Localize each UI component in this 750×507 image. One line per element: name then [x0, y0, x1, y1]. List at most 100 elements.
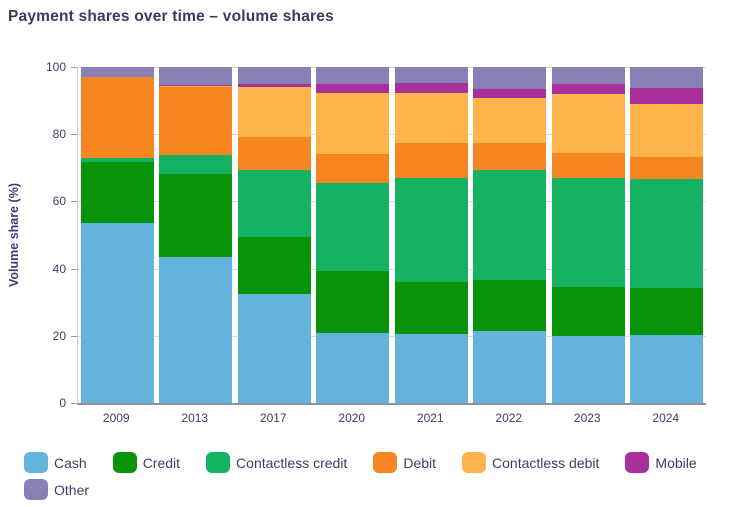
x-tick-label-2023: 2023: [573, 411, 601, 425]
bar-segment-mobile-2017: [237, 84, 311, 87]
stacked-bar-chart: Volume share (%) 0 20 40 60 80 100 2009 2013 201…: [7, 60, 706, 425]
bar-segment-contactless-debit-2020: [316, 93, 390, 155]
bar-segment-other-2021: [394, 67, 468, 84]
bar-segment-contactless-credit-2023: [551, 177, 625, 287]
bar-segment-debit-2022: [473, 142, 547, 170]
bar-segment-debit-2013: [159, 87, 233, 155]
x-tick-label-2017: 2017: [259, 411, 287, 425]
bar-segment-other-2020: [316, 67, 390, 85]
plot-area: [77, 67, 706, 405]
bar-segment-mobile-2021: [394, 83, 468, 94]
bar-segment-cash-2009: [80, 223, 154, 403]
legend-swatch-credit: [112, 452, 137, 473]
bar-segment-mobile-2013: [159, 85, 233, 86]
bar-segment-contactless-credit-2020: [316, 183, 390, 271]
legend-item-mobile: Mobile: [625, 452, 697, 473]
bar-segment-debit-2020: [316, 154, 390, 184]
bar-segment-debit-2009: [80, 77, 154, 159]
y-tick-mark-60: [71, 201, 77, 203]
bar-segment-other-2017: [237, 67, 311, 85]
bar-segment-contactless-credit-2024: [630, 179, 704, 289]
x-tick-label-2021: 2021: [416, 411, 444, 425]
y-tick-mark-40: [71, 268, 77, 270]
legend-label-other: Other: [54, 481, 90, 498]
bar-2013: [159, 67, 233, 403]
legend-label-contactless-credit: Contactless credit: [236, 454, 348, 471]
legend-swatch-contactless-debit: [462, 452, 487, 473]
gridline-20: [78, 335, 706, 337]
bar-2009: [80, 67, 154, 403]
bar-2017: [237, 67, 311, 403]
gridline-40: [78, 268, 706, 270]
bar-segment-contactless-debit-2023: [551, 93, 625, 154]
x-tick-label-2009: 2009: [102, 411, 130, 425]
bar-segment-contactless-debit-2013: [159, 85, 233, 88]
y-axis-title: Volume share (%): [7, 183, 21, 287]
y-tick-label-40: 40: [52, 261, 66, 276]
bar-segment-credit-2023: [551, 286, 625, 337]
bar-segment-debit-2021: [394, 142, 468, 179]
bar-segment-debit-2023: [551, 153, 625, 178]
bar-2024: [630, 67, 704, 403]
legend-label-mobile: Mobile: [655, 454, 697, 471]
bar-2022: [473, 67, 547, 403]
legend-swatch-contactless-credit: [206, 452, 231, 473]
y-tick-label-80: 80: [52, 127, 66, 142]
bar-segment-cash-2022: [473, 331, 547, 403]
bar-segment-cash-2023: [551, 336, 625, 403]
bar-segment-contactless-debit-2022: [473, 97, 547, 143]
bar-segment-contactless-credit-2021: [394, 178, 468, 282]
legend-swatch-debit: [373, 452, 398, 473]
bar-segment-credit-2021: [394, 281, 468, 335]
bar-segment-other-2024: [630, 67, 704, 89]
legend-item-cash: Cash: [24, 452, 87, 473]
bar-segment-cash-2017: [237, 294, 311, 403]
chart-legend: Cash Credit Contactless credit Debit Contact…: [24, 452, 744, 500]
legend-item-contactless-credit: Contactless credit: [206, 452, 347, 473]
gridline-60: [78, 201, 706, 203]
bar-segment-mobile-2024: [630, 88, 704, 104]
x-tick-label-2022: 2022: [495, 411, 523, 425]
legend-item-contactless-debit: Contactless debit: [462, 452, 599, 473]
x-tick-label-2020: 2020: [338, 411, 366, 425]
bar-segment-mobile-2022: [473, 89, 547, 98]
bar-segment-credit-2017: [237, 236, 311, 295]
bar-segment-other-2009: [80, 67, 154, 78]
bar-2020: [316, 67, 390, 403]
bar-2021: [394, 67, 468, 403]
bar-segment-contactless-debit-2017: [237, 86, 311, 137]
bar-segment-credit-2024: [630, 288, 704, 335]
legend-label-cash: Cash: [54, 454, 87, 471]
bar-segment-cash-2013: [159, 257, 233, 403]
bar-segment-credit-2022: [473, 280, 547, 332]
bar-segment-cash-2020: [316, 332, 390, 403]
bar-segment-contactless-credit-2017: [237, 169, 311, 237]
bar-segment-cash-2021: [394, 334, 468, 403]
legend-item-debit: Debit: [373, 452, 436, 473]
bar-segment-credit-2009: [80, 162, 154, 224]
legend-item-credit: Credit: [112, 452, 181, 473]
bar-segment-other-2023: [551, 67, 625, 85]
bar-2023: [551, 67, 625, 403]
gridline-100: [78, 67, 706, 68]
bar-segment-contactless-credit-2022: [473, 169, 547, 281]
y-tick-mark-80: [71, 134, 77, 136]
y-tick-label-0: 0: [59, 396, 66, 410]
x-tick-label-2013: 2013: [181, 411, 209, 425]
legend-label-credit: Credit: [142, 454, 181, 471]
bar-segment-debit-2024: [630, 157, 704, 180]
y-tick-label-60: 60: [52, 194, 66, 209]
gridline-80: [78, 134, 706, 136]
y-tick-label-20: 20: [52, 328, 66, 343]
y-tick-mark-0: [71, 403, 77, 404]
legend-label-debit: Debit: [403, 454, 437, 471]
bar-segment-cash-2024: [630, 334, 704, 403]
bar-segment-mobile-2023: [551, 84, 625, 94]
chart-title: Payment shares over time – volume shares: [8, 8, 334, 25]
bar-segment-debit-2017: [237, 136, 311, 170]
y-tick-mark-100: [71, 67, 77, 68]
bar-segment-contactless-debit-2021: [394, 93, 468, 143]
bar-segment-contactless-credit-2009: [80, 158, 154, 163]
bar-segment-other-2022: [473, 67, 547, 90]
